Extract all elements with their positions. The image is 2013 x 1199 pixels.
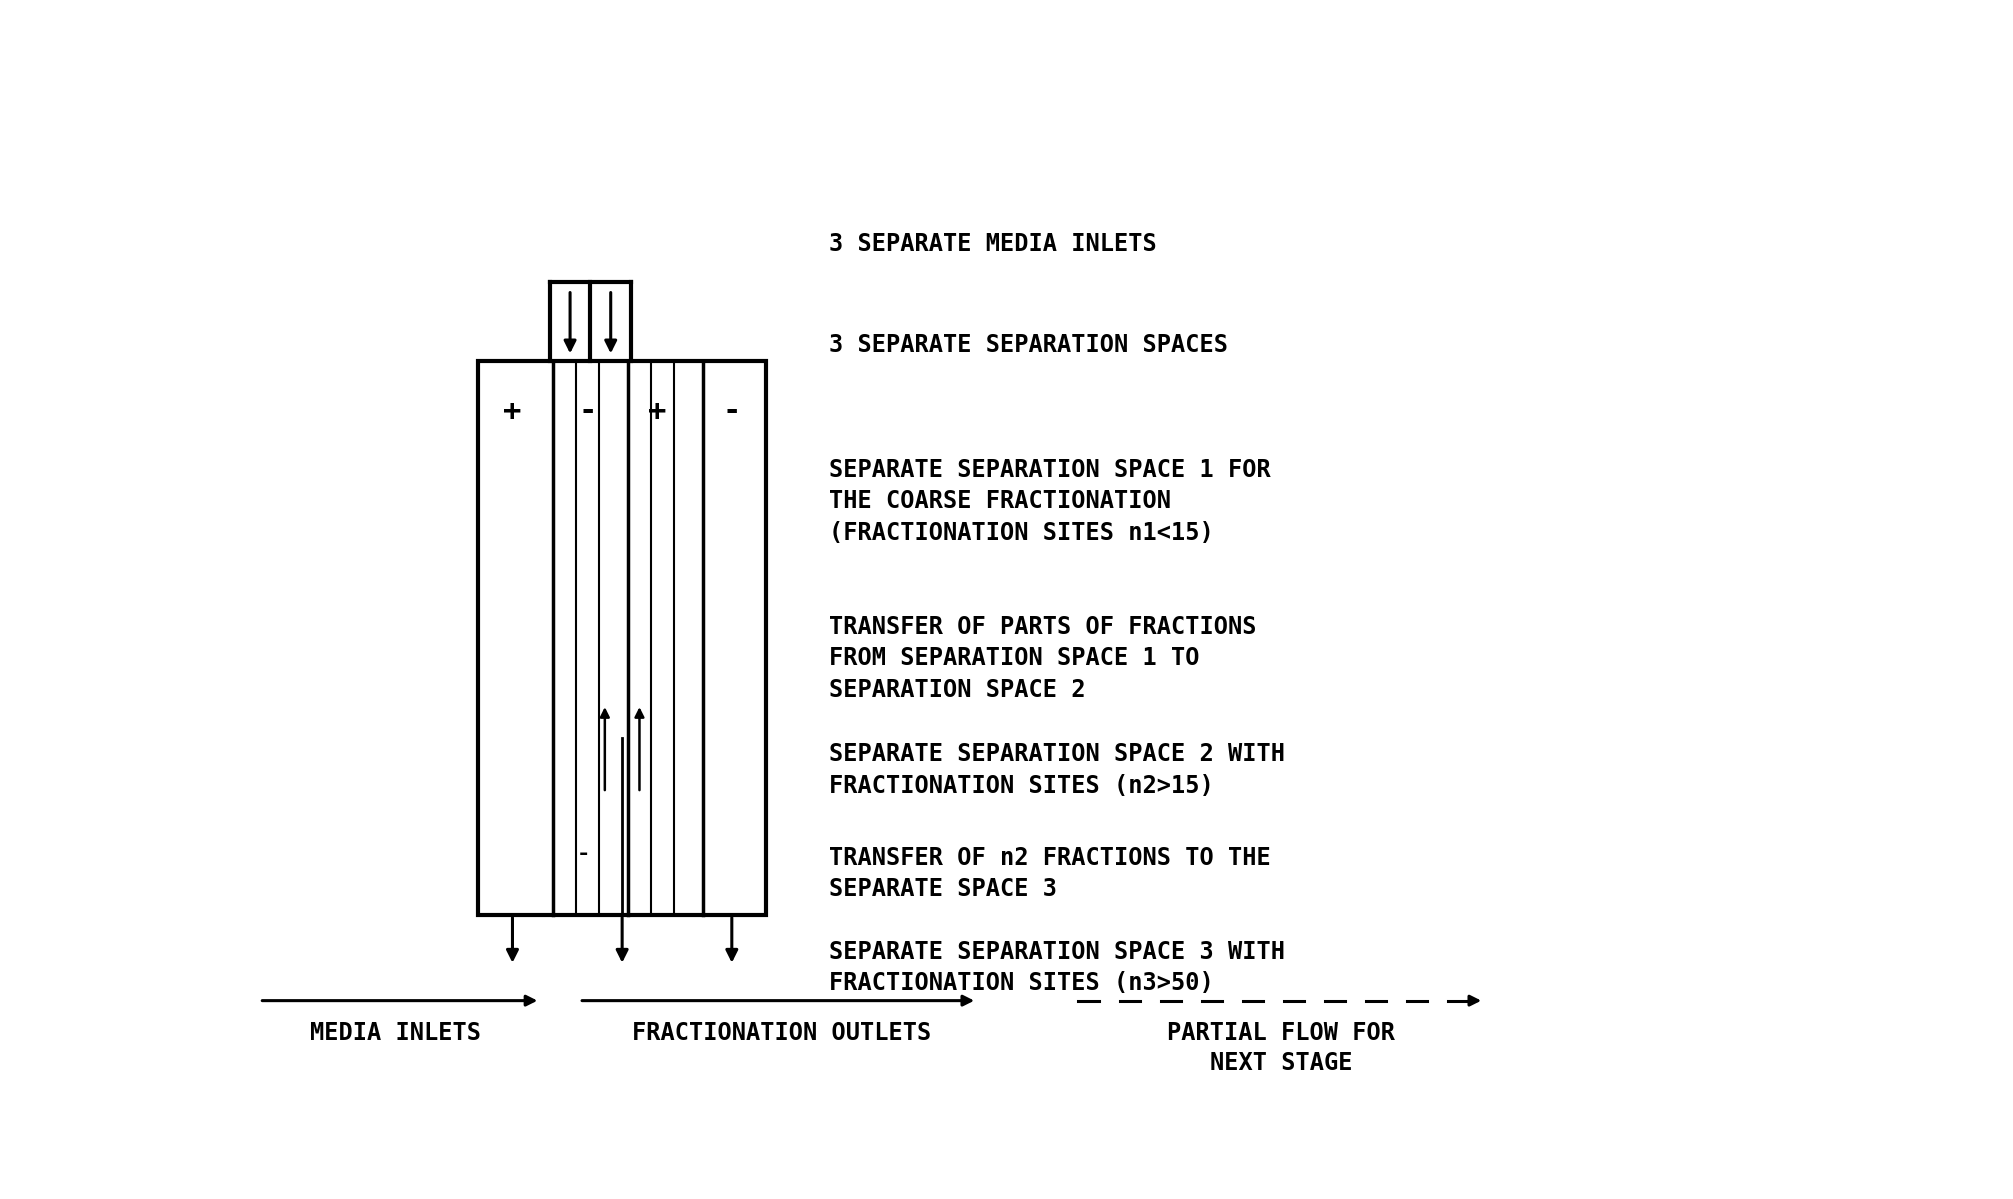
Text: MEDIA INLETS: MEDIA INLETS [310,1022,481,1046]
Text: PARTIAL FLOW FOR
NEXT STAGE: PARTIAL FLOW FOR NEXT STAGE [1168,1022,1395,1074]
Text: 3 SEPARATE SEPARATION SPACES: 3 SEPARATE SEPARATION SPACES [829,333,1228,357]
Text: SEPARATE SEPARATION SPACE 1 FOR
THE COARSE FRACTIONATION
(FRACTIONATION SITES n1: SEPARATE SEPARATION SPACE 1 FOR THE COAR… [829,458,1270,546]
Text: SEPARATE SEPARATION SPACE 2 WITH
FRACTIONATION SITES (n2>15): SEPARATE SEPARATION SPACE 2 WITH FRACTIO… [829,742,1284,797]
Text: TRANSFER OF PARTS OF FRACTIONS
FROM SEPARATION SPACE 1 TO
SEPARATION SPACE 2: TRANSFER OF PARTS OF FRACTIONS FROM SEPA… [829,615,1256,701]
Text: +: + [648,397,666,426]
Bar [477,361,767,915]
Text: FRACTIONATION OUTLETS: FRACTIONATION OUTLETS [632,1022,932,1046]
Text: -: - [723,397,741,426]
Text: 3 SEPARATE MEDIA INLETS: 3 SEPARATE MEDIA INLETS [829,231,1157,255]
Text: -: - [578,397,596,426]
Text: -: - [576,844,590,863]
Text: TRANSFER OF n2 FRACTIONS TO THE
SEPARATE SPACE 3: TRANSFER OF n2 FRACTIONS TO THE SEPARATE… [829,845,1270,902]
Text: SEPARATE SEPARATION SPACE 3 WITH
FRACTIONATION SITES (n3>50): SEPARATE SEPARATION SPACE 3 WITH FRACTIO… [829,940,1284,995]
Text: +: + [503,397,521,426]
